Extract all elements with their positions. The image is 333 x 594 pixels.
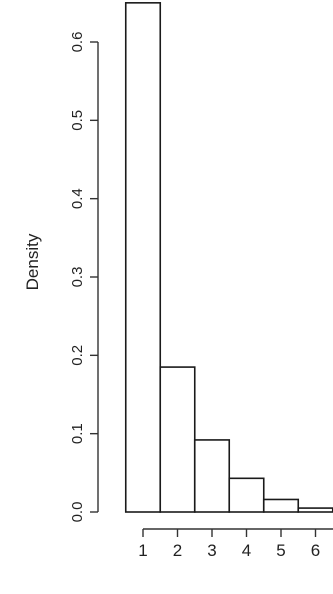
x-tick-label: 3 — [207, 541, 216, 560]
y-tick-label: 0.5 — [69, 110, 86, 131]
bars-layer — [124, 2, 333, 513]
x-axis: 1 2 3 4 5 6 — [138, 528, 333, 560]
x-tick-label: 2 — [173, 541, 182, 560]
histogram-bar-4 — [228, 477, 265, 513]
histogram-bar-6 — [297, 507, 333, 513]
y-tick-label: 0.3 — [69, 267, 86, 288]
x-tick-label: 4 — [242, 541, 251, 560]
histogram-bar-3 — [193, 439, 231, 513]
y-tick-label: 0.4 — [69, 188, 86, 209]
x-tick-label: 1 — [138, 541, 147, 560]
y-axis: 0.0 0.1 0.2 0.3 0.4 0.5 0.6 — [69, 32, 99, 523]
histogram-bar-1 — [124, 2, 162, 513]
y-tick-label: 0.6 — [69, 32, 86, 53]
y-tick-label: 0.2 — [69, 345, 86, 366]
y-tick-label: 0.0 — [69, 502, 86, 523]
x-tick-label: 5 — [276, 541, 285, 560]
y-tick-label: 0.1 — [69, 423, 86, 444]
histogram-bar-5 — [262, 498, 300, 513]
x-tick-label: 6 — [311, 541, 320, 560]
y-axis-label: Density — [23, 233, 42, 290]
histogram-bar-2 — [159, 366, 196, 513]
